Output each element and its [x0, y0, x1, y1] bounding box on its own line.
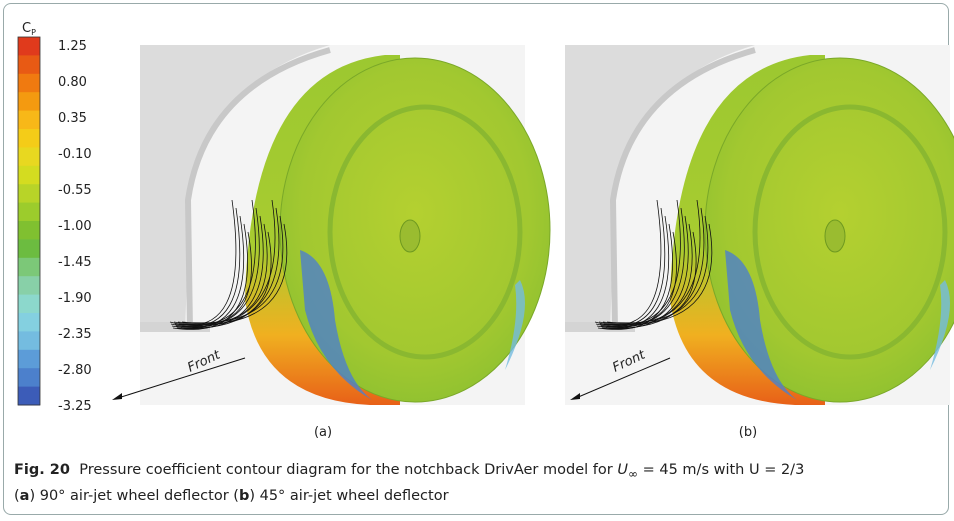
colorbar-label: 1.25	[58, 39, 87, 54]
streamline	[600, 207, 685, 328]
front-arrow	[117, 357, 246, 399]
wheel-rim	[327, 104, 523, 360]
low-pressure	[725, 250, 797, 400]
colorbar-label: -1.00	[58, 219, 92, 234]
colorbar-band	[18, 110, 40, 130]
colorbar-band	[18, 147, 40, 167]
streamline	[607, 223, 713, 325]
caption-figure-label: Fig. 20	[14, 462, 70, 478]
colorbar-band	[18, 55, 40, 75]
streamline	[179, 199, 276, 327]
streamline	[605, 207, 705, 329]
streamline	[182, 223, 288, 325]
colorbar-band	[18, 294, 40, 314]
panel-label: (a)	[314, 425, 332, 440]
fender-edge	[609, 47, 756, 331]
colorbar-label: 0.35	[58, 111, 87, 126]
fender-edge	[184, 47, 331, 331]
colorbar-label: 0.80	[58, 75, 87, 90]
streamline	[181, 215, 284, 324]
caption-symbol: U	[617, 462, 628, 478]
wheel-hub	[824, 219, 846, 253]
caption-subscript: ∞	[627, 466, 638, 481]
low-pressure	[300, 250, 372, 400]
colorbar-band	[18, 276, 40, 296]
colorbar-band	[18, 221, 40, 240]
colorbar-title-main: C	[22, 21, 31, 36]
streamline	[175, 207, 260, 328]
streamline	[604, 199, 701, 327]
caption-panel-ref: a	[19, 487, 30, 504]
streamline	[606, 215, 709, 324]
colorbar-band	[18, 313, 40, 332]
caption-panel-ref: b	[238, 487, 250, 504]
colorbar-title: CP	[22, 21, 36, 37]
colorbar-label: -2.35	[58, 327, 92, 342]
colorbar-label: -1.90	[58, 291, 92, 306]
wheel-hub	[399, 219, 421, 253]
panel-label: (b)	[739, 425, 757, 440]
colorbar-band	[18, 184, 40, 204]
colorbar-label: -0.10	[58, 147, 92, 162]
caption-text: Pressure coefficient contour diagram for…	[79, 462, 613, 478]
colorbar-band	[18, 73, 40, 93]
caption-text: (	[14, 487, 20, 504]
front-arrowhead	[112, 393, 122, 400]
colorbar-band	[18, 165, 40, 185]
panel: Front(b)	[565, 45, 954, 440]
streamline	[178, 231, 272, 326]
caption-text: ) 45° air-jet wheel deflector	[249, 487, 449, 504]
caption-text: ) 90° air-jet wheel deflector (	[29, 487, 239, 504]
colorbar-band	[18, 239, 40, 259]
panel: Front(a)	[112, 45, 551, 440]
low-pressure	[930, 280, 950, 370]
streamline	[180, 207, 280, 329]
caption-text: = 45 m/s with U = 2/3	[642, 462, 805, 478]
colorbar-label: -2.80	[58, 363, 92, 378]
streamline	[596, 215, 670, 329]
colorbar-band	[18, 349, 40, 369]
front-arrowhead	[570, 393, 580, 400]
colorbar-title-sub: P	[31, 28, 36, 37]
colorbar-band	[18, 257, 40, 277]
streamline	[603, 231, 697, 326]
ground-block	[565, 322, 635, 332]
streamline	[171, 215, 245, 329]
colorbar-frame	[17, 36, 41, 406]
low-pressure	[505, 280, 525, 370]
colorbar-band	[18, 368, 40, 388]
colorbar-band	[18, 202, 40, 222]
colorbar-band	[18, 92, 40, 112]
colorbar-band	[18, 37, 40, 56]
colorbar-label: -0.55	[58, 183, 92, 198]
colorbar-band	[18, 129, 40, 148]
figure-graphic: CP 1.25 0.80 0.35 -0.10 -0.55 -1.00 -1.45 -1.90…	[17, 21, 954, 440]
front-arrow	[575, 357, 671, 399]
colorbar-band	[18, 331, 40, 351]
colorbar-label: -3.25	[58, 399, 92, 414]
ground-block	[140, 322, 210, 332]
streamline	[602, 223, 693, 325]
colorbar-label: -1.45	[58, 255, 92, 270]
caption: Fig. 20 Pressure coefficient contour dia…	[14, 459, 944, 507]
colorbar-band	[18, 386, 40, 406]
wheel-rim	[752, 104, 948, 360]
streamline	[177, 223, 268, 325]
